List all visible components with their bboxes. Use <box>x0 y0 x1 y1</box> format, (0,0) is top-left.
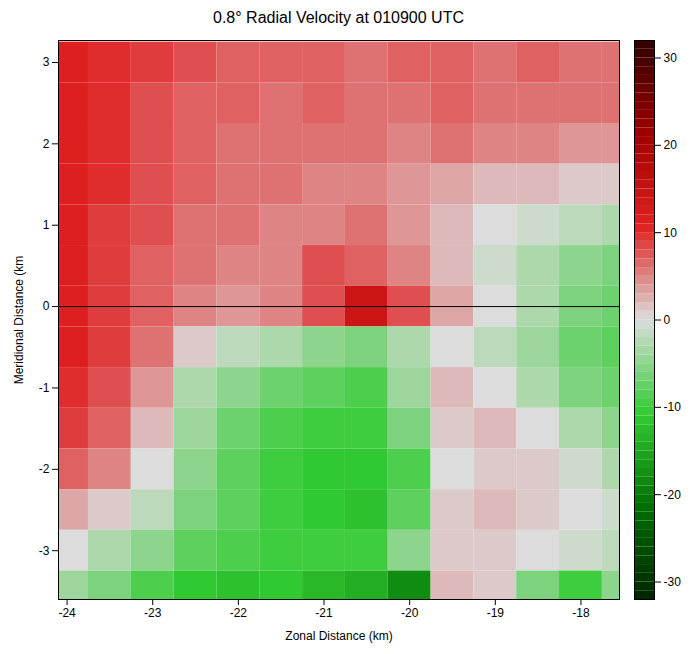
svg-text:-1: -1 <box>39 381 50 395</box>
svg-text:0: 0 <box>43 299 50 313</box>
svg-text:-3: -3 <box>39 544 50 558</box>
svg-text:Meridional Distance (km: Meridional Distance (km <box>12 256 26 385</box>
svg-text:2: 2 <box>43 137 50 151</box>
svg-text:-19: -19 <box>487 606 505 620</box>
svg-text:1: 1 <box>43 218 50 232</box>
html-text:0.8° Radial Velocity at 010900: 0.8° Radial Velocity at 010900 UTC <box>213 9 464 26</box>
svg-text:-18: -18 <box>572 606 590 620</box>
svg-text:0: 0 <box>664 313 671 327</box>
svg-text:-20: -20 <box>401 606 419 620</box>
svg-text:20: 20 <box>664 138 678 152</box>
svg-text:-22: -22 <box>230 606 248 620</box>
svg-text:3: 3 <box>43 55 50 69</box>
svg-text:-23: -23 <box>144 606 162 620</box>
svg-text:-2: -2 <box>39 462 50 476</box>
svg-text:-21: -21 <box>315 606 333 620</box>
svg-text:10: 10 <box>664 225 678 239</box>
svg-text:-10: -10 <box>664 400 682 414</box>
svg-text:-24: -24 <box>58 606 76 620</box>
svg-text:Zonal Distance (km): Zonal Distance (km) <box>285 629 392 643</box>
svg-text:-30: -30 <box>664 575 682 589</box>
svg-text:-20: -20 <box>664 488 682 502</box>
svg-text:30: 30 <box>664 51 678 65</box>
